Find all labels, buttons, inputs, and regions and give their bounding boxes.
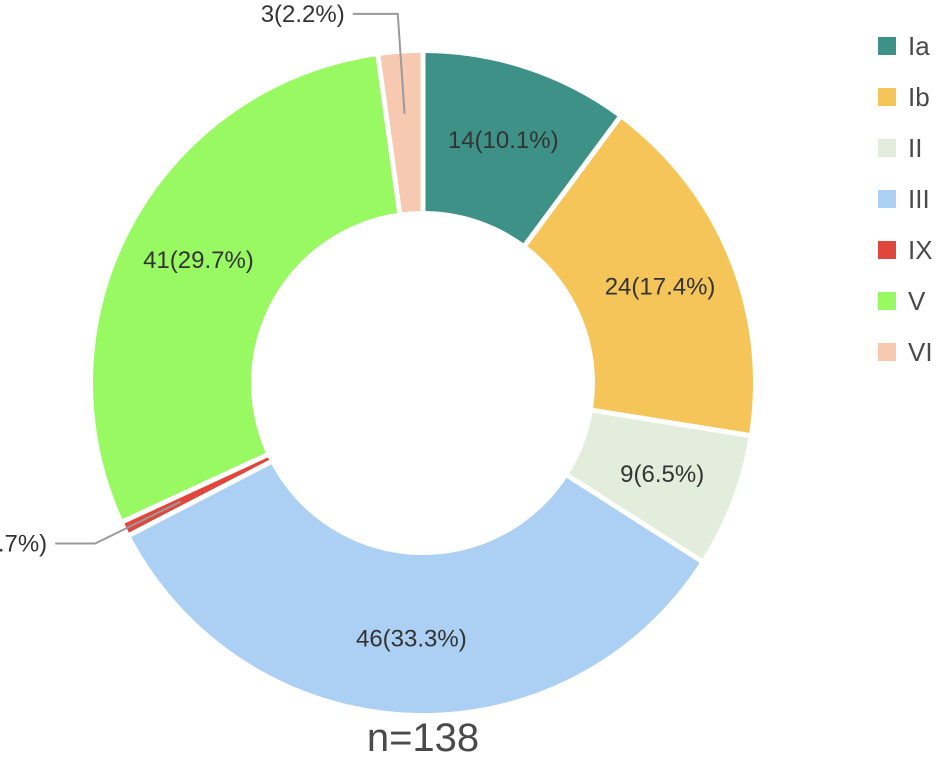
legend-swatch-ib — [878, 88, 896, 106]
slice-label-ib: 24(17.4%) — [605, 273, 716, 300]
legend-swatch-vi — [878, 343, 896, 361]
slice-ib[interactable] — [527, 119, 753, 433]
slice-label-ix: 1(0.7%) — [0, 531, 47, 558]
legend-label-v: V — [908, 286, 926, 316]
legend-swatch-ii — [878, 139, 896, 157]
leader-line-vi — [352, 12, 406, 114]
slice-label-iii: 46(33.3%) — [356, 626, 467, 653]
legend-item-v[interactable]: V — [878, 286, 926, 316]
slice-ix[interactable] — [124, 457, 270, 533]
slice-label-ii: 9(6.5%) — [620, 461, 704, 488]
legend-item-iii[interactable]: III — [878, 184, 930, 214]
slice-label-vi: 3(2.2%) — [261, 1, 345, 28]
legend-label-iii: III — [908, 184, 930, 214]
legend-swatch-ix — [878, 241, 896, 259]
slice-ii[interactable] — [569, 412, 749, 559]
legend-label-ix: IX — [908, 235, 933, 265]
legend-item-ix[interactable]: IX — [878, 235, 933, 265]
slice-label-ia: 14(10.1%) — [448, 127, 559, 154]
legend-swatch-v — [878, 292, 896, 310]
legend-label-vi: VI — [908, 337, 933, 367]
legend-item-ii[interactable]: II — [878, 133, 922, 163]
legend-item-vi[interactable]: VI — [878, 337, 933, 367]
legend-item-ia[interactable]: Ia — [878, 31, 930, 61]
slices-layer — [93, 53, 753, 713]
slice-v[interactable] — [93, 56, 398, 520]
slice-ia[interactable] — [425, 53, 618, 244]
legend-item-ib[interactable]: Ib — [878, 82, 930, 112]
slice-label-v: 41(29.7%) — [143, 247, 254, 274]
legend-label-ia: Ia — [908, 31, 930, 61]
leader-line-ix — [55, 500, 181, 545]
slice-labels-layer: 14(10.1%) 24(17.4%) 9(6.5%) 46(33.3%) 1(0.7%… — [0, 1, 715, 653]
total-count-label: n=138 — [367, 716, 479, 757]
legend-label-ii: II — [908, 133, 922, 163]
leader-lines-layer — [55, 12, 406, 545]
legend-label-ib: Ib — [908, 82, 930, 112]
legend-swatch-iii — [878, 190, 896, 208]
slice-iii[interactable] — [131, 464, 700, 713]
legend-swatch-ia — [878, 37, 896, 55]
slice-vi[interactable] — [380, 53, 421, 213]
